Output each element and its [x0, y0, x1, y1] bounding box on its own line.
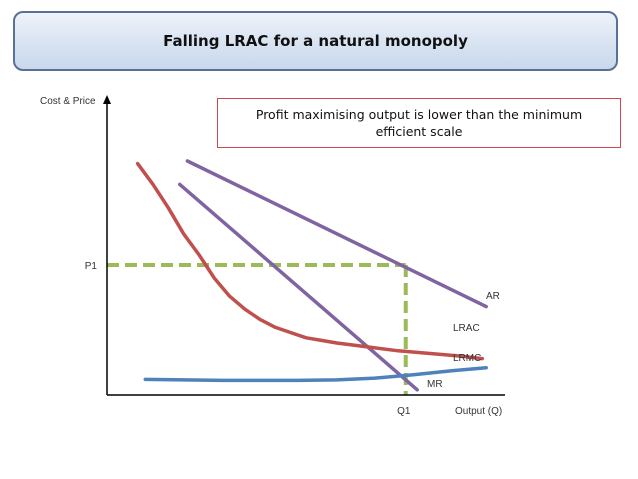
x-tick-label: Q1 [397, 406, 411, 417]
axes [103, 95, 505, 396]
lrmc-curve [143, 365, 488, 383]
title-box: Falling LRAC for a natural monopoly [13, 11, 618, 71]
series-lines [135, 159, 488, 392]
chart-labels: Cost & Price Output (Q) P1 Q1 AR MR LRAC LRMC [40, 96, 502, 417]
page-title: Falling LRAC for a natural monopoly [163, 32, 468, 50]
mr-curve [178, 182, 419, 392]
annotation-box: Profit maximising output is lower than t… [217, 98, 621, 148]
ar-curve [185, 159, 488, 309]
series-label-lrmc: LRMC [453, 353, 481, 364]
y-tick-label: P1 [85, 261, 98, 272]
y-axis-arrow [103, 95, 111, 104]
lrac-curve [135, 161, 485, 361]
x-axis-label: Output (Q) [455, 406, 502, 417]
series-label-mr: MR [427, 379, 443, 390]
annotation-text: Profit maximising output is lower than t… [255, 107, 583, 139]
guide-lines [107, 263, 408, 395]
series-label-lrac: LRAC [453, 323, 480, 334]
series-label-ar: AR [486, 291, 500, 302]
y-axis-label: Cost & Price [40, 96, 96, 107]
